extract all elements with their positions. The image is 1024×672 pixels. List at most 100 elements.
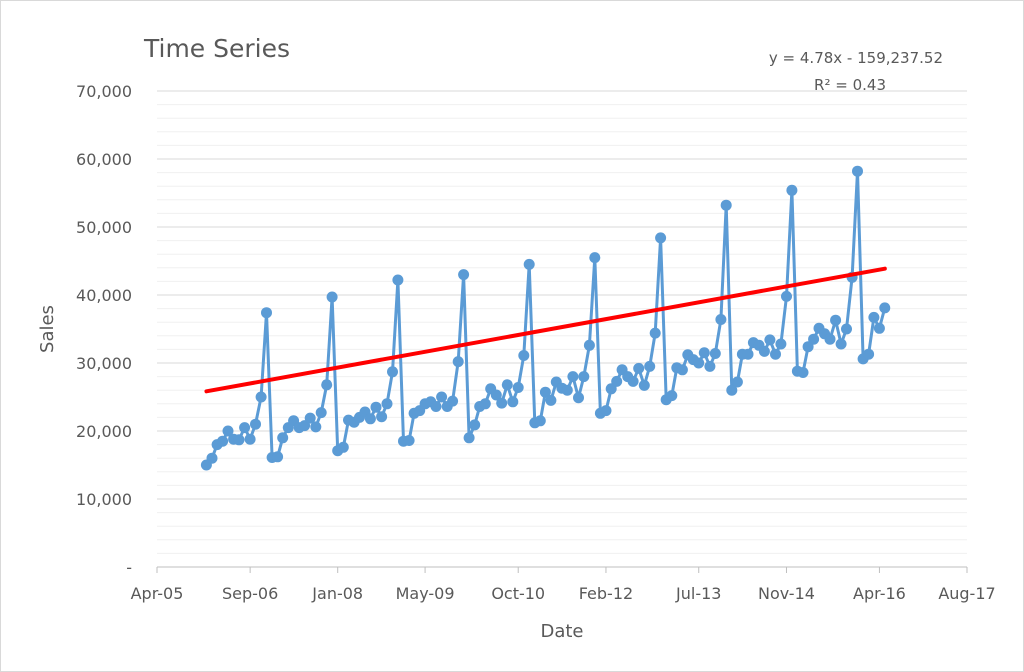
sales-series xyxy=(200,165,891,471)
data-point xyxy=(315,407,327,419)
data-point xyxy=(863,348,875,360)
data-point xyxy=(507,396,519,408)
y-tick-label: 50,000 xyxy=(76,218,132,237)
data-point xyxy=(261,307,272,319)
data-point xyxy=(561,384,573,396)
data-point xyxy=(452,356,464,368)
data-point xyxy=(742,348,754,360)
data-point xyxy=(387,366,398,378)
x-axis-label: Date xyxy=(540,621,583,642)
gridlines xyxy=(157,90,967,554)
data-point xyxy=(786,184,798,196)
data-point xyxy=(326,291,338,303)
data-point xyxy=(873,322,885,334)
data-point xyxy=(578,371,590,383)
data-point xyxy=(775,338,787,350)
data-point xyxy=(731,376,743,388)
y-axis-label: Sales xyxy=(37,305,58,353)
y-tick-label: 70,000 xyxy=(76,82,132,101)
data-point xyxy=(808,333,820,345)
data-point xyxy=(512,382,524,393)
data-point xyxy=(392,274,404,286)
data-point xyxy=(206,452,218,464)
data-point xyxy=(649,327,661,339)
data-point xyxy=(655,232,667,244)
data-point xyxy=(627,375,639,387)
data-point xyxy=(589,252,601,264)
data-point xyxy=(633,362,645,374)
data-point xyxy=(299,420,311,432)
y-tick-label: 20,000 xyxy=(76,422,132,441)
data-point xyxy=(490,389,502,401)
y-tick-label: 60,000 xyxy=(76,150,132,169)
data-point xyxy=(376,411,388,423)
x-tick-label: Oct-10 xyxy=(491,584,545,603)
data-point xyxy=(255,391,267,403)
data-point xyxy=(841,323,852,335)
x-tick-label: Apr-05 xyxy=(131,584,184,603)
data-point xyxy=(835,338,847,350)
data-point xyxy=(611,375,623,387)
data-point xyxy=(370,401,382,413)
data-point xyxy=(583,339,595,351)
data-point xyxy=(310,421,322,433)
y-tick-label: 30,000 xyxy=(76,354,132,373)
data-point xyxy=(469,419,481,431)
data-point xyxy=(764,334,776,346)
y-tick-label: - xyxy=(126,558,132,577)
axes: - 10,000 20,000 30,000 40,000 50,000 60,000 70,… xyxy=(76,82,996,603)
data-point xyxy=(272,451,284,463)
x-tick-label: Jul-13 xyxy=(675,584,721,603)
data-point xyxy=(676,364,688,376)
data-point xyxy=(501,379,513,391)
data-point xyxy=(304,412,316,424)
x-tick-label: Jan-08 xyxy=(311,584,363,603)
trendline-layer xyxy=(204,266,887,394)
data-point xyxy=(239,422,251,434)
data-point xyxy=(250,418,261,430)
data-point xyxy=(638,379,650,391)
data-point xyxy=(720,199,732,211)
x-tick-label: Aug-17 xyxy=(938,584,995,603)
data-point xyxy=(430,401,442,412)
data-point xyxy=(458,269,470,281)
data-point xyxy=(403,435,415,446)
data-point xyxy=(868,311,880,323)
data-point xyxy=(770,348,781,360)
data-point xyxy=(879,302,891,314)
data-point xyxy=(758,345,770,357)
data-point xyxy=(244,433,256,445)
data-point xyxy=(436,391,448,403)
data-point xyxy=(496,397,508,409)
x-tick-label: May-09 xyxy=(396,584,455,603)
data-point xyxy=(463,432,475,444)
data-point xyxy=(573,392,584,404)
data-point xyxy=(704,360,716,372)
data-point xyxy=(523,258,535,270)
data-point xyxy=(567,371,579,383)
data-point xyxy=(447,395,459,407)
x-tick-label: Sep-06 xyxy=(222,584,278,603)
trendline-r-squared: R² = 0.43 xyxy=(814,76,886,94)
data-point xyxy=(545,394,557,406)
data-point xyxy=(479,398,491,410)
x-tick-label: Feb-12 xyxy=(579,584,633,603)
y-tick-label: 40,000 xyxy=(76,286,132,305)
data-point xyxy=(781,290,792,302)
data-point xyxy=(600,405,612,417)
trendline xyxy=(204,266,887,394)
data-point xyxy=(321,379,333,391)
data-point xyxy=(698,347,710,359)
chart-title: Time Series xyxy=(143,34,290,63)
data-point xyxy=(337,441,349,453)
data-point xyxy=(824,333,836,345)
data-point xyxy=(222,425,234,437)
data-point xyxy=(539,386,551,398)
data-point xyxy=(277,432,289,444)
data-point xyxy=(693,357,705,369)
data-point xyxy=(709,348,721,359)
data-point xyxy=(518,350,530,361)
data-point xyxy=(830,314,842,326)
data-point xyxy=(534,415,546,427)
trendline-equation: y = 4.78x - 159,237.52 xyxy=(769,49,943,67)
